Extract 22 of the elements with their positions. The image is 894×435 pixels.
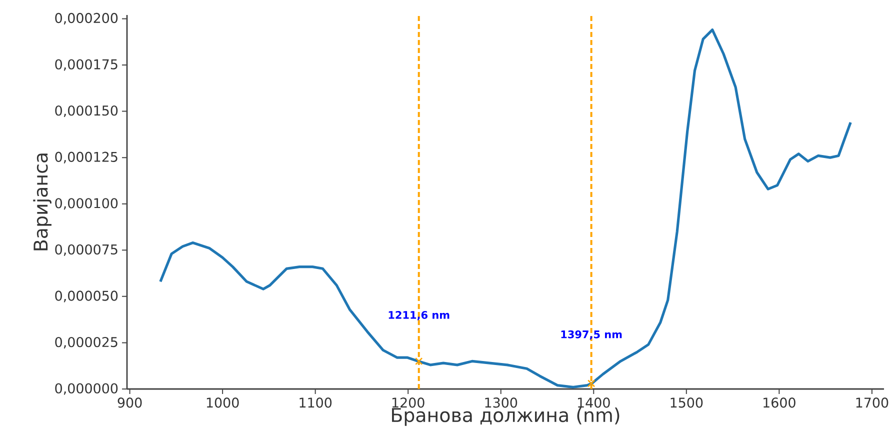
x-tick-label: 1100 (300, 398, 332, 408)
y-tick-label: 0,000125 (55, 152, 118, 164)
y-tick-label: 0,000000 (55, 383, 118, 395)
y-tick-label: 0,000075 (55, 244, 118, 256)
y-tick-label: 0,000200 (55, 12, 118, 24)
x-tick-label: 1600 (764, 398, 796, 408)
x-tick-label: 900 (118, 398, 142, 408)
x-tick-label: 1200 (392, 398, 424, 408)
y-tick-label: 0,000050 (55, 290, 118, 302)
y-tick-label: 0,000150 (55, 106, 118, 118)
x-tick-label: 1500 (670, 398, 703, 408)
x-axis-title: Бранова должина (nm) (392, 408, 620, 426)
annotation: 1211,6 nm (388, 310, 450, 320)
y-tick-label: 0,000175 (55, 59, 118, 71)
annotation: 1397,5 nm (561, 330, 622, 340)
y-tick-label: 0,000100 (55, 198, 118, 210)
y-axis-title: Варијанса (33, 154, 52, 250)
x-tick-label: 1000 (206, 398, 239, 408)
y-tick-label: 0,000025 (55, 336, 118, 348)
x-tick-label: 1400 (578, 398, 610, 408)
x-tick-label: 1700 (856, 398, 888, 408)
x-tick-label: 1300 (485, 398, 518, 408)
